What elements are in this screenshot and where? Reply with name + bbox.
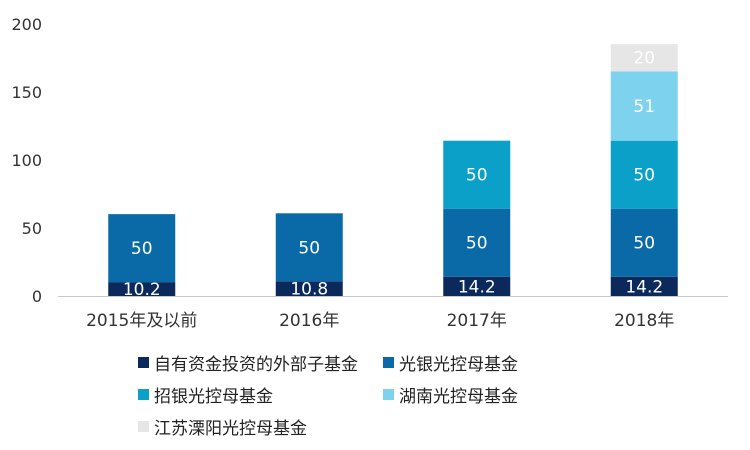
bar-segment	[108, 282, 176, 296]
y-tick-label: 50	[22, 219, 42, 238]
data-label: 14.2	[458, 277, 496, 297]
data-label: 10.8	[290, 280, 328, 300]
data-label: 14.2	[625, 277, 663, 297]
bar-segment	[443, 208, 511, 277]
bar-segment	[443, 276, 511, 296]
legend-row: 自有资金投资的外部子基金 光银光控母基金	[138, 346, 558, 378]
legend-label-hunan: 湖南光控母基金	[399, 386, 518, 407]
bar-segment	[108, 214, 176, 283]
data-label: 51	[633, 97, 655, 117]
legend-swatch-own-funds	[138, 356, 149, 368]
legend-label-own-funds: 自有资金投资的外部子基金	[154, 354, 358, 375]
x-tick-label: 2016年	[279, 311, 339, 331]
y-tick-label: 200	[11, 15, 42, 34]
bar-segment	[443, 140, 511, 209]
legend-label-guangyin: 光银光控母基金	[399, 354, 518, 375]
legend-swatch-hunan	[383, 388, 394, 400]
legend-item-zhaoyin: 招银光控母基金	[138, 382, 383, 407]
y-tick-label: 150	[11, 83, 42, 102]
data-label: 50	[633, 166, 655, 186]
legend-swatch-jiangsu	[138, 420, 149, 432]
x-tick-label: 2017年	[447, 311, 507, 331]
legend-item-hunan: 湖南光控母基金	[383, 382, 558, 407]
y-tick-label: 0	[32, 287, 42, 306]
data-label: 50	[466, 166, 488, 186]
data-label: 50	[633, 234, 655, 254]
legend-row: 江苏溧阳光控母基金	[138, 410, 558, 442]
legend-item-jiangsu: 江苏溧阳光控母基金	[138, 414, 383, 439]
data-label: 20	[633, 49, 655, 69]
data-label: 50	[466, 234, 488, 254]
x-tick-label: 2015年及以前	[86, 311, 197, 331]
y-tick-label: 100	[11, 151, 42, 170]
legend-swatch-zhaoyin	[138, 388, 149, 400]
bar-segment	[610, 208, 678, 277]
data-label: 50	[131, 239, 153, 259]
legend-label-zhaoyin: 招银光控母基金	[154, 386, 273, 407]
bar-segment	[610, 44, 678, 72]
bar-segment	[610, 140, 678, 209]
bar-segment	[275, 281, 343, 296]
legend-item-own-funds: 自有资金投资的外部子基金	[138, 350, 383, 375]
data-label: 50	[298, 238, 320, 258]
legend: 自有资金投资的外部子基金 光银光控母基金 招银光控母基金 湖南光控母基金 江苏溧…	[138, 346, 558, 442]
x-tick-label: 2018年	[614, 311, 674, 331]
bar-segment	[610, 71, 678, 141]
legend-row: 招银光控母基金 湖南光控母基金	[138, 378, 558, 410]
legend-label-jiangsu: 江苏溧阳光控母基金	[154, 418, 307, 439]
legend-swatch-guangyin	[383, 356, 394, 368]
legend-item-guangyin: 光银光控母基金	[383, 350, 558, 375]
bar-segment	[610, 276, 678, 296]
data-label: 10.2	[123, 280, 161, 300]
bar-segment	[275, 213, 343, 282]
